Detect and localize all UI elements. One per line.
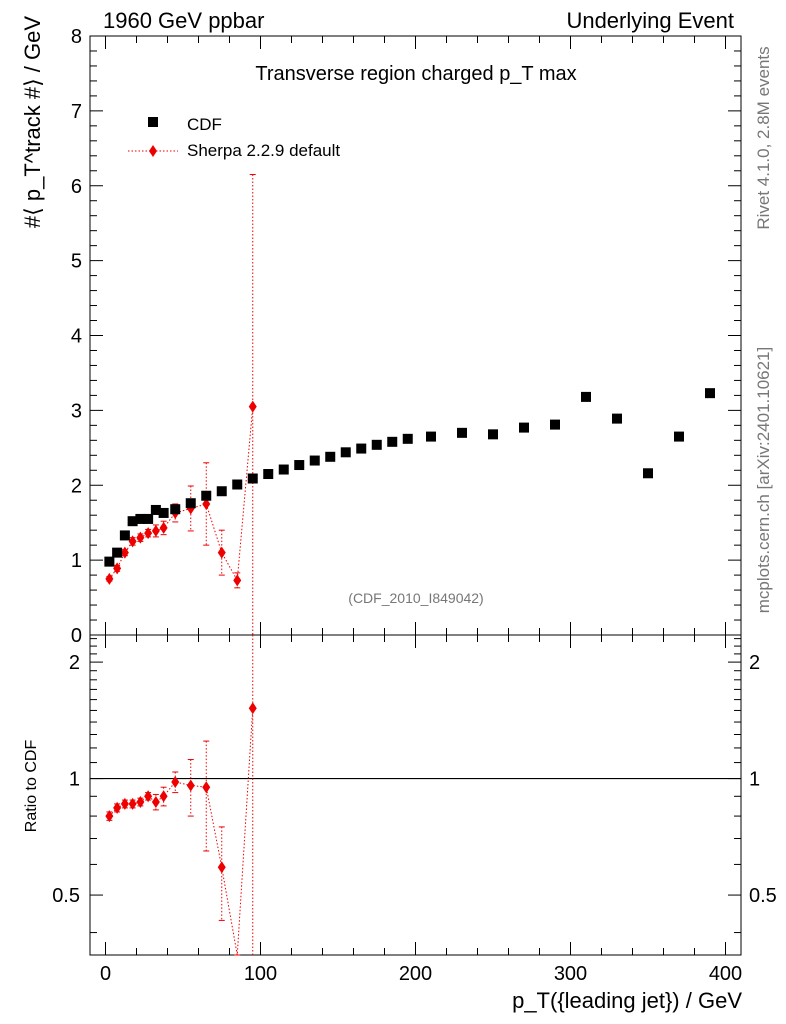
cdf-point [119, 530, 130, 541]
legend-sherpa-label: Sherpa 2.2.9 default [187, 141, 340, 160]
sherpa-line [108, 406, 254, 582]
cdf-point [488, 429, 498, 440]
cdf-point [127, 516, 138, 527]
legend-cdf-label: CDF [187, 115, 222, 134]
sherpa-point [136, 531, 145, 544]
sherpa-point [233, 574, 242, 587]
x-tick-label: 300 [554, 963, 587, 985]
cdf-point [356, 443, 367, 454]
sherpa-point [144, 527, 153, 540]
ratio-point [217, 861, 226, 874]
ratio-point [186, 779, 195, 792]
y-tick-label: 7 [71, 101, 82, 123]
header-left: 1960 GeV ppbar [103, 8, 265, 33]
cdf-point [340, 447, 351, 458]
cdf-point [232, 479, 243, 490]
y-tick-label: 2 [71, 475, 82, 497]
ratio-tick-label-right: 2 [749, 652, 760, 674]
cdf-point [402, 433, 413, 444]
y-tick-label: 5 [71, 251, 82, 273]
ratio-tick-label-right: 0.5 [749, 885, 777, 907]
ratio-point [202, 781, 211, 794]
y-tick-label: 0 [71, 625, 82, 647]
ratio-tick-label: 1 [69, 769, 80, 791]
x-tick-label: 0 [100, 963, 111, 985]
cdf-point [550, 419, 560, 430]
legend-cdf-marker [148, 117, 158, 127]
cdf-point [185, 498, 196, 509]
sherpa-point [128, 535, 137, 548]
cdf-point [158, 507, 169, 518]
cdf-point [612, 413, 622, 424]
x-tick-label: 400 [709, 963, 742, 985]
ratio-line [109, 708, 254, 956]
ratio-point [171, 775, 180, 788]
ratio-tick-label: 0.5 [52, 885, 80, 907]
ratio-tick-label: 2 [69, 652, 80, 674]
chart-title: Transverse region charged p_T max [255, 63, 577, 85]
cdf-point [519, 422, 529, 433]
sherpa-point [159, 521, 168, 534]
cdf-point [112, 547, 123, 558]
y-tick-label: 1 [71, 550, 82, 572]
ratio-point [144, 790, 153, 803]
ratio-point [128, 797, 137, 810]
y-tick-label: 3 [71, 400, 82, 422]
y-tick-label: 8 [71, 26, 82, 48]
ratio-point [113, 801, 122, 814]
cdf-point [581, 391, 591, 402]
ratio-tick-label-right: 1 [749, 769, 760, 791]
ratio-point [120, 797, 129, 810]
ratio-point [159, 790, 168, 803]
cdf-point [135, 513, 146, 524]
ratio-point [105, 810, 114, 823]
cdf-point [143, 513, 154, 524]
y-tick-label: 6 [71, 176, 82, 198]
cdf-point [216, 486, 227, 497]
cdf-point [457, 427, 467, 438]
cdf-point [170, 504, 181, 515]
sherpa-point [113, 562, 122, 575]
cdf-point [150, 504, 161, 515]
header-right: Underlying Event [566, 8, 734, 33]
ratio-frame [89, 634, 742, 956]
cdf-point [426, 431, 436, 442]
x-tick-label: 200 [399, 963, 432, 985]
cdf-point [309, 455, 320, 466]
cdf-point [104, 556, 115, 567]
y-tick-label: 4 [71, 326, 82, 348]
x-tick-label: 100 [244, 963, 277, 985]
cdf-point [263, 469, 274, 480]
sherpa-point [105, 572, 114, 585]
cdf-point [247, 473, 258, 484]
sherpa-point [151, 524, 160, 537]
x-axis-label: p_T({leading jet}) / GeV [512, 988, 742, 1013]
cdf-point [705, 388, 715, 399]
cdf-point [387, 436, 398, 447]
cdf-point [294, 460, 305, 471]
legend-sherpa-marker [149, 145, 157, 157]
sherpa-point [202, 497, 211, 510]
analysis-id: (CDF_2010_I849042) [348, 590, 484, 606]
sherpa-point [248, 400, 257, 413]
sherpa-point [120, 546, 129, 559]
cdf-point [325, 451, 336, 462]
cdf-point [371, 439, 382, 450]
cdf-point [201, 490, 212, 501]
ratio-point [136, 795, 145, 808]
sherpa-point [217, 546, 226, 559]
cdf-point [278, 464, 289, 475]
ratio-point [151, 795, 160, 808]
cdf-point [674, 431, 684, 442]
ratio-point [248, 702, 257, 715]
cdf-point [643, 468, 653, 479]
